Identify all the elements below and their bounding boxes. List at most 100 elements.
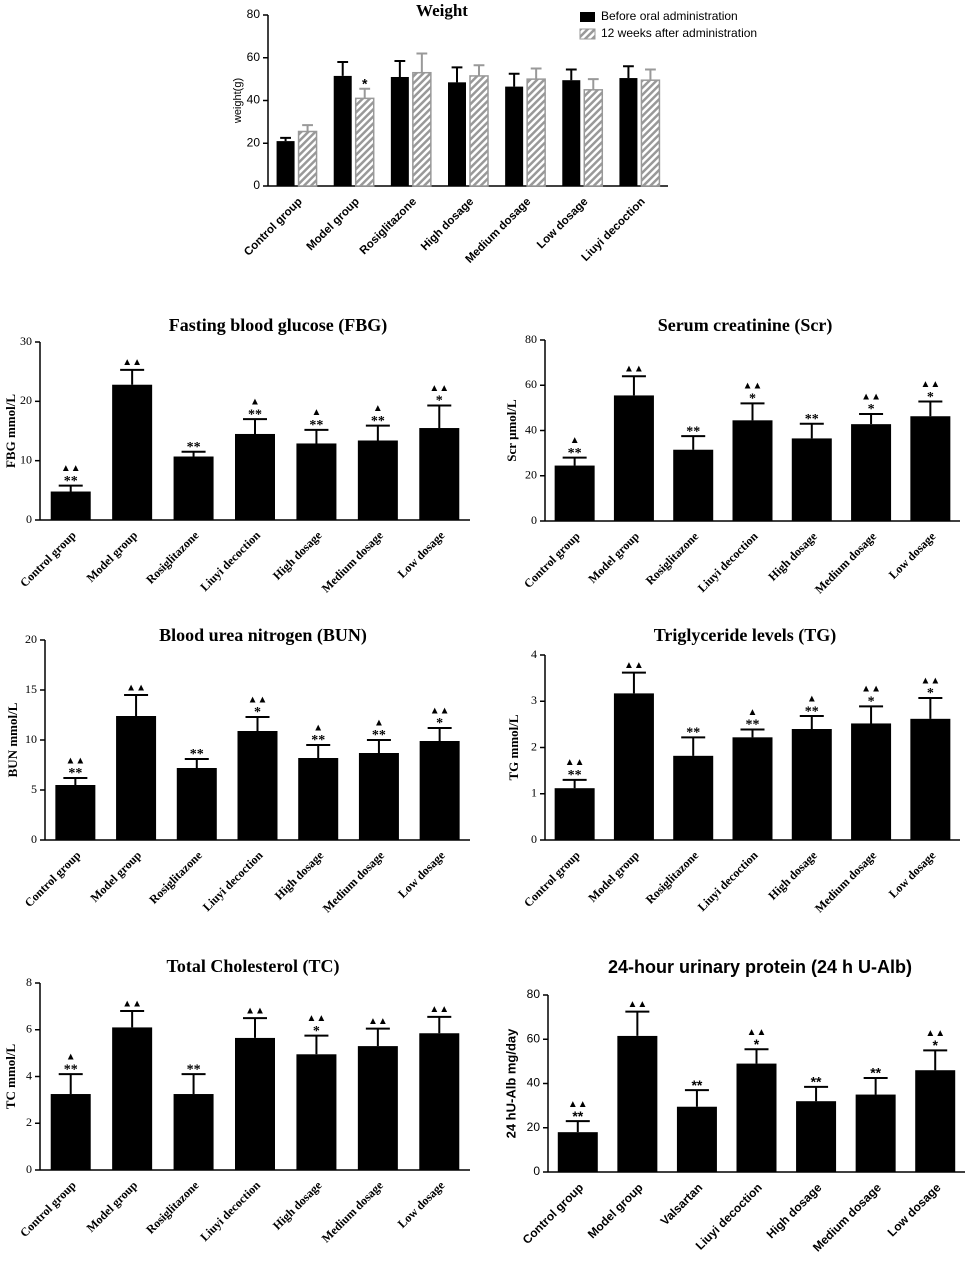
x-tick-label: Low dosage: [395, 528, 448, 581]
bar: [583, 89, 604, 187]
significance-marker: **: [572, 1108, 583, 1124]
y-tick-label: 60: [247, 50, 261, 64]
y-tick-label: 80: [527, 987, 541, 1001]
y-tick-label: 6: [26, 1022, 32, 1036]
y-tick-label: 0: [26, 512, 32, 526]
error-bar: [304, 1034, 329, 1055]
x-tick-label: Control group: [521, 529, 583, 591]
significance-marker: **: [309, 418, 323, 433]
error-bar: [508, 72, 520, 87]
x-tick-label: Medium dosage: [812, 529, 880, 597]
x-tick-label: Model group: [87, 848, 144, 905]
error-bar: [245, 716, 270, 731]
x-tick-label: Liuyi decoction: [695, 529, 761, 595]
y-tick-label: 0: [531, 832, 537, 846]
error-bar: [120, 368, 145, 385]
bar: [419, 741, 460, 840]
y-tick-label: 10: [25, 732, 37, 746]
error-bar: [740, 402, 765, 421]
error-bar: [804, 1085, 829, 1102]
significance-marker: ▲▲: [920, 379, 940, 390]
bar: [673, 449, 714, 521]
x-tick-label: High dosage: [765, 529, 820, 584]
bar: [112, 384, 153, 520]
error-bar: [365, 424, 390, 441]
x-tick-label: Model group: [585, 529, 642, 586]
significance-marker: *: [868, 695, 875, 710]
panel: Blood urea nitrogen (BUN) BUN mmol/L 0 5 10 1…: [5, 625, 470, 915]
chart-title: Serum creatinine (Scr): [658, 315, 833, 336]
significance-marker: **: [870, 1065, 881, 1081]
error-bar: [181, 450, 206, 457]
significance-marker: **: [568, 768, 582, 783]
y-tick-label: 40: [527, 1076, 541, 1090]
x-tick-label: Model group: [84, 528, 141, 585]
error-bar: [280, 136, 291, 142]
x-tick-label: High dosage: [764, 1180, 825, 1241]
significance-marker: ▲: [250, 396, 260, 407]
x-tick-label: Model group: [585, 848, 642, 905]
significance-marker: ▲▲: [565, 757, 585, 768]
bar: [50, 1094, 91, 1170]
error-bar: [366, 739, 391, 753]
significance-marker: ▲▲: [624, 363, 644, 374]
x-tick-label: Control group: [521, 848, 583, 910]
y-tick-label: 30: [20, 334, 32, 348]
bar: [796, 1101, 837, 1172]
significance-marker: **: [64, 1062, 78, 1077]
y-tick-label: 5: [31, 782, 37, 796]
significance-marker: ▲: [373, 403, 383, 414]
significance-marker: **: [811, 1074, 822, 1090]
panel: Fasting blood glucose (FBG) FBG mmol/L 0 10…: [3, 315, 470, 595]
x-tick-label: Low dosage: [395, 1178, 448, 1231]
error-bar: [306, 744, 331, 758]
error-bar: [302, 124, 313, 132]
bar: [358, 753, 399, 840]
x-tick-label: High dosage: [765, 848, 820, 903]
bar: [526, 78, 546, 187]
error-bar: [565, 1120, 590, 1133]
bar: [673, 755, 714, 840]
error-bar: [923, 1049, 948, 1071]
significance-marker: ▲: [570, 435, 580, 446]
bar: [640, 79, 661, 187]
y-axis-label: FBG mmol/L: [3, 394, 18, 468]
error-bar: [587, 78, 599, 90]
bar: [50, 491, 91, 520]
error-bar: [684, 1089, 709, 1107]
x-tick-label: Low dosage: [886, 529, 939, 582]
significance-marker: ▲▲: [861, 391, 881, 402]
x-tick-label: Medium dosage: [812, 848, 880, 916]
error-bar: [427, 727, 452, 741]
bar: [469, 75, 489, 187]
y-tick-label: 1: [531, 786, 537, 800]
error-bar: [562, 778, 587, 789]
significance-marker: ▲: [311, 407, 321, 418]
significance-marker: *: [313, 1024, 320, 1039]
bar: [55, 785, 96, 840]
significance-marker: ▲: [807, 693, 817, 704]
bar: [448, 82, 466, 186]
bar: [297, 130, 318, 187]
significance-marker: **: [187, 440, 201, 455]
x-tick-label: Valsartan: [658, 1180, 706, 1228]
significance-marker: ▲▲: [920, 675, 940, 686]
y-axis-label: 24 hU-Alb mg/day: [503, 1028, 518, 1139]
significance-marker: ▲▲: [126, 682, 146, 693]
bar: [732, 420, 773, 521]
significance-marker: ▲▲: [368, 1016, 388, 1027]
y-axis-label: TC mmol/L: [3, 1043, 18, 1109]
significance-marker: **: [686, 726, 700, 741]
significance-marker: **: [248, 407, 262, 422]
significance-marker: ▲▲: [65, 755, 85, 766]
y-tick-label: 4: [26, 1068, 32, 1082]
y-axis-label: BUN mmol/L: [5, 702, 20, 777]
error-bar: [337, 61, 349, 76]
bar: [112, 1027, 153, 1170]
significance-marker: *: [868, 402, 875, 417]
bar: [173, 456, 214, 520]
bar: [736, 1063, 777, 1172]
significance-marker: **: [691, 1077, 702, 1093]
significance-marker: ▲: [313, 722, 323, 733]
chart-title: 24-hour urinary protein (24 h U-Alb): [608, 957, 912, 977]
